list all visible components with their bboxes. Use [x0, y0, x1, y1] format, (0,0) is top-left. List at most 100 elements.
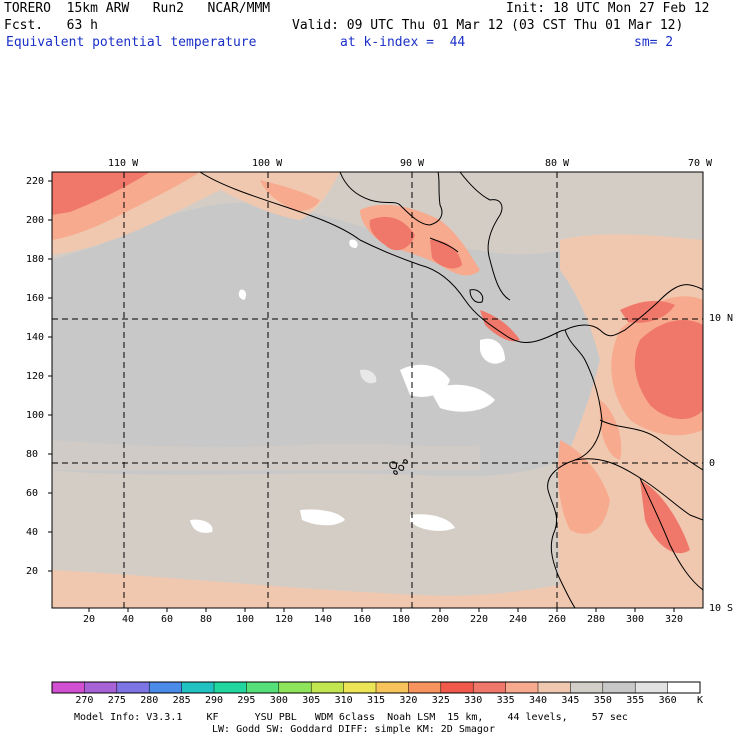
colorbar-label: 300 — [269, 695, 288, 706]
colorbar-label: 335 — [496, 695, 515, 706]
warm-strip-andes — [599, 400, 622, 460]
colorbar-swatch — [667, 682, 701, 693]
colorbar-swatch — [116, 682, 150, 693]
x-tick-label: 180 — [392, 614, 411, 625]
colorbar-swatch — [214, 682, 247, 693]
y-tick-label: 220 — [26, 176, 45, 187]
colorbar-label: 315 — [367, 695, 386, 706]
warm-core-colombia — [634, 320, 703, 420]
colorbar-label: 290 — [205, 695, 224, 706]
colorbar-swatch — [602, 682, 636, 693]
colorbar-label: 275 — [107, 695, 126, 706]
x-tick-label: 60 — [161, 614, 174, 625]
y-tick-label: 160 — [26, 293, 45, 304]
colorbar-swatch — [278, 682, 312, 693]
x-tick-label: 160 — [353, 614, 372, 625]
colorbar-label: 305 — [302, 695, 321, 706]
lat-lon-grid — [52, 172, 703, 608]
colorbar-swatch — [440, 682, 474, 693]
colorbar-swatch — [311, 682, 345, 693]
cold-patch-5 — [300, 509, 345, 526]
model-info: Model Info: V3.3.1 KF YSU PBL WDM 6class… — [74, 712, 628, 723]
x-tick-label: 260 — [548, 614, 567, 625]
colorbar-swatch — [505, 682, 539, 693]
colorbar-label: 350 — [593, 695, 612, 706]
coastlines — [199, 172, 703, 608]
x-tick-label: 320 — [665, 614, 684, 625]
colorbar-swatch — [408, 682, 442, 693]
x-tick-label: 280 — [587, 614, 606, 625]
colorbar-swatch — [473, 682, 507, 693]
axis-ticks — [48, 180, 675, 612]
warm-core-costa-rica — [480, 310, 520, 342]
colorbar-swatch — [343, 682, 377, 693]
colorbar-frame — [51, 681, 701, 694]
colorbar-label: 295 — [237, 695, 256, 706]
colorbar-swatch — [52, 682, 85, 693]
colorbar-swatch — [84, 682, 118, 693]
x-tick-label: 100 — [236, 614, 255, 625]
y-tick-label: 40 — [26, 527, 39, 538]
y-tick-label: 60 — [26, 488, 39, 499]
x-tick-label: 240 — [509, 614, 528, 625]
colorbar-swatch — [246, 682, 280, 693]
y-tick-label: 200 — [26, 215, 45, 226]
cold-patch-9 — [238, 289, 247, 300]
colorbar-swatch — [181, 682, 215, 693]
warm-core-guatemala — [369, 216, 415, 251]
x-tick-label: 140 — [314, 614, 333, 625]
cold-patch-6 — [190, 519, 213, 533]
map-field — [52, 172, 703, 608]
lon-label-100w: 100 W — [252, 158, 283, 169]
map-frame — [51, 171, 704, 609]
x-tick-label: 80 — [200, 614, 213, 625]
cold-patch-7 — [410, 514, 455, 531]
warm-spot-ecuador — [558, 440, 610, 534]
x-tick-label: 120 — [275, 614, 294, 625]
y-tick-label: 120 — [26, 371, 45, 382]
warm-core-honduras — [430, 239, 462, 269]
colorbar-label: 310 — [334, 695, 353, 706]
colorbar-swatch — [149, 682, 183, 693]
run-title: TORERO 15km ARW Run2 NCAR/MMM — [4, 1, 271, 16]
warm-region-nw-core — [52, 172, 150, 215]
valid-time: Valid: 09 UTC Thu 01 Mar 12 (03 CST Thu … — [292, 18, 684, 33]
smoothing-label: sm= 2 — [634, 35, 674, 50]
colorbar-swatch — [376, 682, 409, 693]
y-tick-label: 80 — [26, 449, 39, 460]
colorbar-swatch — [635, 682, 669, 693]
colorbar-label: 340 — [529, 695, 548, 706]
lon-label-80w: 80 W — [545, 158, 570, 169]
colorbar-label: 360 — [658, 695, 677, 706]
lat-label-10n: 10 N — [709, 313, 734, 324]
x-tick-label: 220 — [470, 614, 489, 625]
warm-band-south-edge — [52, 570, 560, 608]
colorbar-unit: K — [697, 695, 704, 706]
lat-label-0: 0 — [709, 458, 716, 469]
cold-patch-4 — [360, 369, 377, 384]
warm-spot-mexico — [260, 180, 320, 211]
colorbar-label: 355 — [626, 695, 645, 706]
k-index-label: at k-index = 44 — [340, 35, 466, 50]
colorbar-label: 345 — [561, 695, 580, 706]
colorbar-swatch — [570, 682, 604, 693]
lon-label-90w: 90 W — [400, 158, 425, 169]
colorbar-label: 285 — [172, 695, 191, 706]
y-tick-label: 180 — [26, 254, 45, 265]
cold-patch-3 — [480, 338, 505, 364]
colorbar-swatch — [538, 682, 571, 693]
galapagos-islands — [389, 459, 408, 475]
y-tick-label: 20 — [26, 566, 39, 577]
lat-label-10s: 10 S — [709, 603, 734, 614]
colorbar — [52, 682, 701, 693]
lon-label-70w: 70 W — [688, 158, 713, 169]
cold-patch-8 — [349, 239, 358, 248]
colorbar-label: 280 — [140, 695, 159, 706]
x-tick-label: 200 — [431, 614, 450, 625]
warm-band-south — [52, 460, 560, 608]
warm-spot-peru — [640, 480, 690, 554]
field-name: Equivalent potential temperature — [6, 35, 257, 50]
init-time: Init: 18 UTC Mon 27 Feb 12 — [506, 1, 710, 16]
physics-info: LW: Godd SW: Goddard DIFF: simple KM: 2D… — [212, 724, 495, 735]
